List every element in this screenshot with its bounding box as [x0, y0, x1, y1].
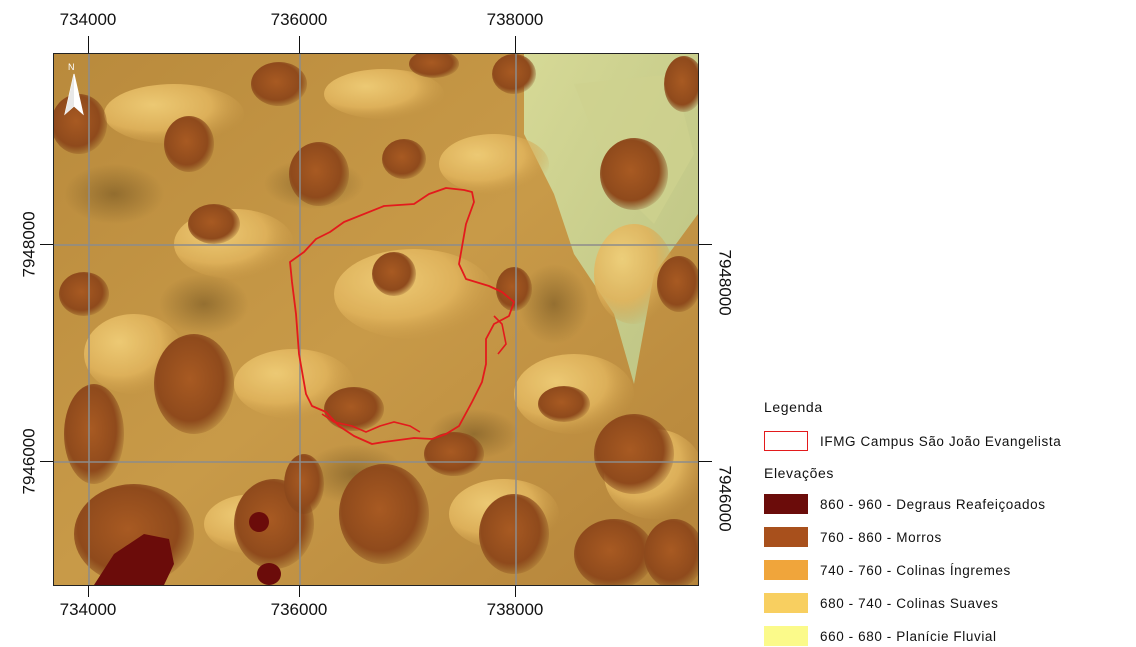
tick-mark: [299, 585, 300, 597]
grid-label-top-734000: 734000: [59, 10, 117, 29]
grid-label-right-7946000: 7946000: [715, 465, 735, 532]
legend-class-label: 660 - 680 - Planície Fluvial: [820, 628, 997, 644]
legend-class-label: 740 - 760 - Colinas Íngremes: [820, 562, 1011, 578]
legend-elevation-title: Elevações: [764, 465, 834, 481]
grid-label-bottom-736000: 736000: [270, 600, 328, 619]
legend-class-label: 680 - 740 - Colinas Suaves: [820, 595, 999, 611]
class-swatch: [764, 560, 808, 580]
class-swatch: [764, 626, 808, 646]
grid-label-right-7948000: 7948000: [715, 249, 735, 316]
grid-label-bottom-738000: 738000: [486, 600, 544, 619]
legend-class-row: 760 - 860 - Morros: [764, 526, 942, 548]
class-swatch: [764, 494, 808, 514]
grid-label-bottom-734000: 734000: [59, 600, 117, 619]
tick-mark: [299, 36, 300, 53]
north-arrow-icon: N: [64, 62, 84, 116]
class-swatch: [764, 593, 808, 613]
legend-class-row: 680 - 740 - Colinas Suaves: [764, 592, 998, 614]
legend-class-label: 760 - 860 - Morros: [820, 529, 942, 545]
grid-label-top-736000: 736000: [270, 10, 328, 29]
boundary-swatch: [764, 431, 808, 451]
legend-class-row: 860 - 960 - Degraus Reafeiçoados: [764, 493, 1046, 515]
legend-class-row: 740 - 760 - Colinas Íngremes: [764, 559, 1011, 581]
grid-label-left-7948000: 7948000: [19, 211, 39, 278]
tick-mark: [40, 461, 53, 462]
legend-boundary-row: IFMG Campus São João Evangelista: [764, 430, 1061, 452]
tick-mark: [515, 585, 516, 597]
tick-mark: [515, 36, 516, 53]
tick-mark: [698, 244, 712, 245]
legend-title: Legenda: [764, 399, 823, 415]
tick-mark: [698, 461, 712, 462]
tick-mark: [88, 36, 89, 53]
legend-class-row: 660 - 680 - Planície Fluvial: [764, 625, 997, 647]
elevation-map: N: [53, 53, 699, 586]
grid-label-top-738000: 738000: [486, 10, 544, 29]
grid-label-left-7946000: 7946000: [19, 428, 39, 495]
tick-mark: [88, 585, 89, 597]
legend-boundary-label: IFMG Campus São João Evangelista: [820, 433, 1062, 449]
svg-text:N: N: [68, 62, 75, 72]
legend-class-label: 860 - 960 - Degraus Reafeiçoados: [820, 496, 1046, 512]
tick-mark: [40, 244, 53, 245]
class-swatch: [764, 527, 808, 547]
